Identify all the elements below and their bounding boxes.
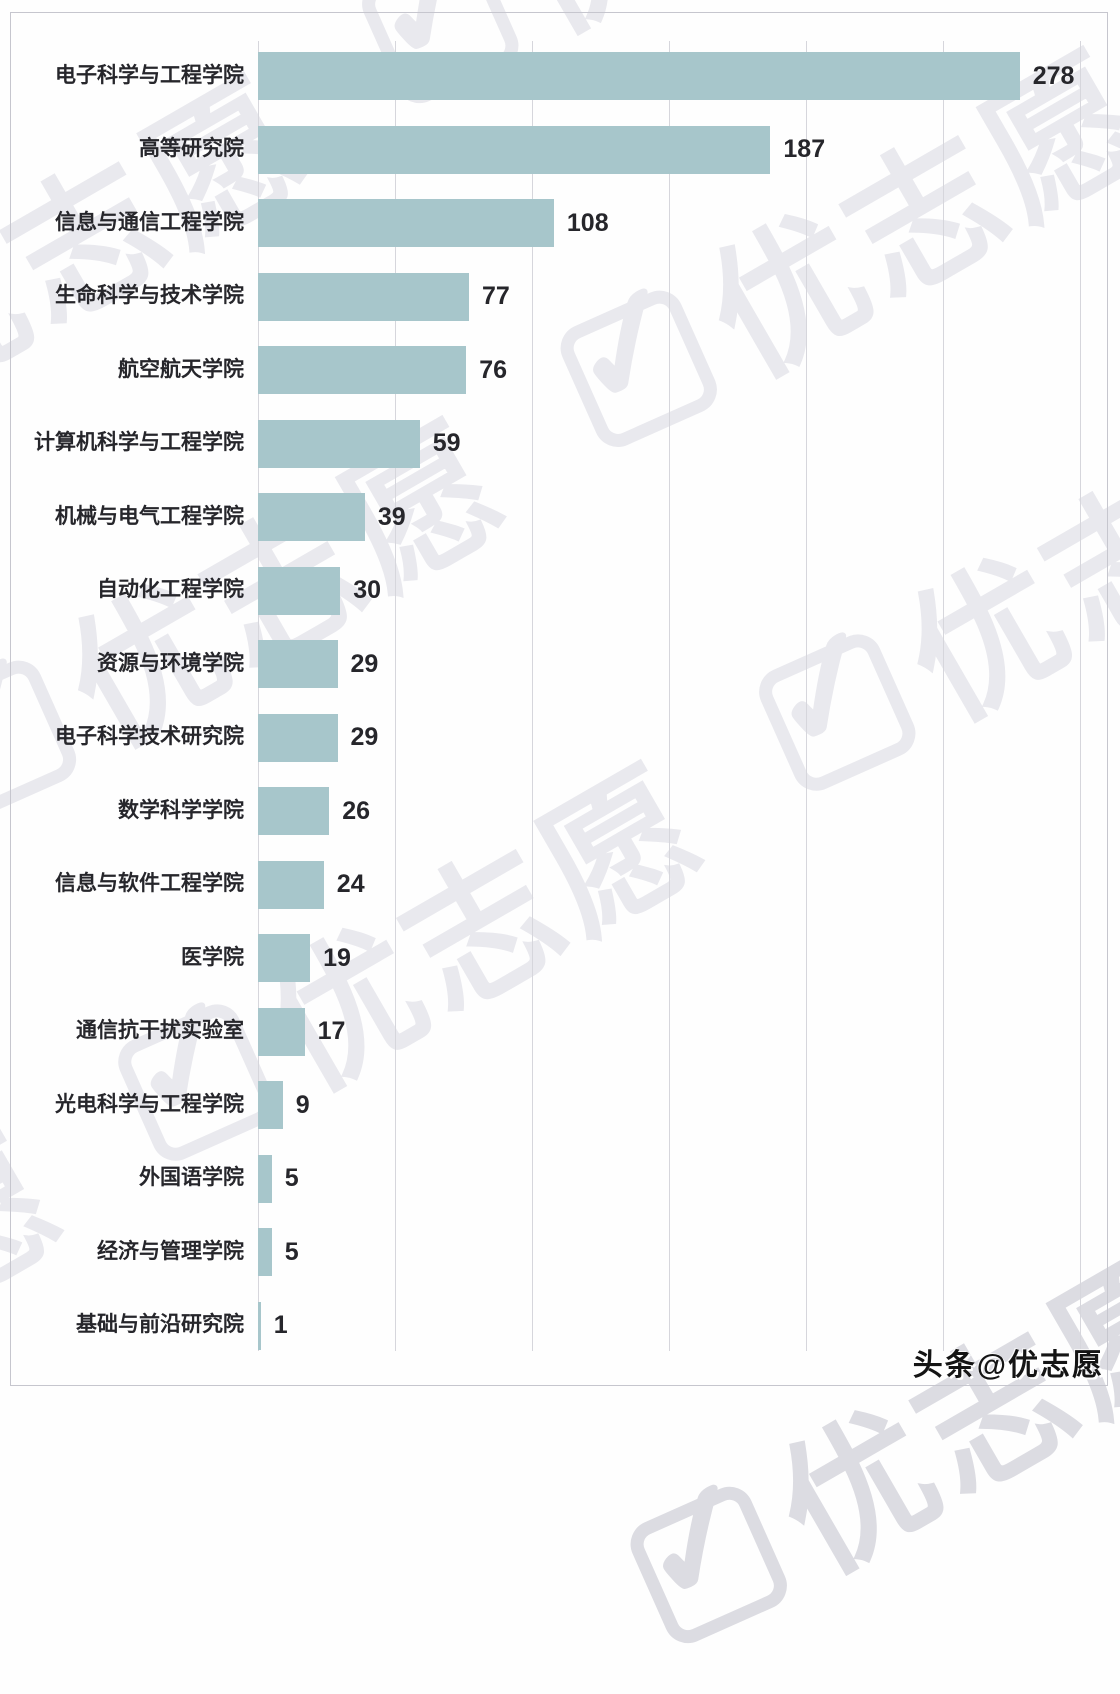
bar-row: 航空航天学院 76 [11, 346, 1107, 394]
bar-row: 通信抗干扰实验室 17 [11, 1007, 1107, 1056]
category-label: 通信抗干扰实验室 [76, 1019, 244, 1043]
bar [258, 1007, 305, 1056]
gridline [943, 41, 944, 1351]
gridline [258, 41, 259, 1351]
bar [258, 199, 554, 247]
watermark-credit: 头条@优志愿 [912, 1349, 1104, 1382]
value-label: 17 [317, 1017, 346, 1045]
bar [258, 1228, 272, 1276]
category-label: 高等研究院 [139, 137, 244, 161]
value-label: 19 [323, 943, 351, 972]
category-label: 光电科学与工程学院 [55, 1092, 244, 1116]
bar-row: 医学院 19 [11, 934, 1107, 982]
bar-row: 生命科学与技术学院 77 [11, 272, 1107, 321]
gridline [1080, 41, 1081, 1351]
bar-row: 机械与电气工程学院 39 [11, 493, 1107, 541]
category-label: 基础与前沿研究院 [76, 1313, 244, 1337]
gridline [395, 41, 396, 1351]
bar [258, 493, 365, 541]
bar-row: 经济与管理学院 5 [11, 1228, 1107, 1276]
check-icon: ✓ [605, 1437, 789, 1642]
bar-row: 自动化工程学院 30 [11, 566, 1107, 615]
category-label: 信息与通信工程学院 [55, 210, 244, 234]
value-label: 76 [479, 355, 507, 384]
bar-row: 计算机科学与工程学院 59 [11, 419, 1107, 468]
category-label: 计算机科学与工程学院 [34, 431, 244, 455]
value-label: 59 [432, 429, 461, 457]
bar [258, 640, 338, 688]
bar-row: 信息与通信工程学院 108 [11, 199, 1107, 247]
category-label: 机械与电气工程学院 [55, 504, 244, 528]
gridline [669, 41, 670, 1351]
value-label: 26 [342, 796, 370, 825]
category-label: 自动化工程学院 [97, 578, 244, 602]
value-label: 5 [284, 1164, 299, 1192]
value-label: 77 [482, 282, 510, 310]
bar-row: 基础与前沿研究院 1 [11, 1301, 1107, 1350]
category-label: 电子科学与工程学院 [55, 63, 244, 87]
value-label: 39 [377, 502, 406, 531]
bar-row: 电子科学技术研究院 29 [11, 713, 1107, 762]
gridline [806, 41, 807, 1351]
value-label: 278 [1032, 61, 1075, 90]
bar [258, 1301, 261, 1350]
bar-row: 资源与环境学院 29 [11, 640, 1107, 688]
bar [258, 346, 467, 394]
value-label: 5 [284, 1237, 299, 1266]
category-label: 外国语学院 [139, 1166, 244, 1190]
bar [258, 566, 341, 615]
category-label: 航空航天学院 [118, 357, 244, 381]
category-label: 数学科学学院 [118, 798, 244, 822]
value-label: 24 [336, 870, 365, 898]
value-label: 30 [353, 576, 381, 604]
category-label: 生命科学与技术学院 [55, 284, 244, 308]
value-label: 29 [350, 723, 379, 751]
value-label: 187 [783, 135, 826, 163]
bar [258, 934, 311, 982]
chart-frame: 电子科学与工程学院 278 高等研究院 187 信息与通信工程学院 108 生命科学与技术学… [10, 12, 1108, 1386]
value-label: 29 [350, 649, 379, 678]
bar [258, 419, 420, 468]
bar [258, 272, 469, 321]
category-label: 资源与环境学院 [97, 651, 244, 675]
bar [258, 52, 1020, 100]
value-label: 1 [273, 1311, 288, 1339]
bar-row: 电子科学与工程学院 278 [11, 52, 1107, 100]
bar-row: 数学科学学院 26 [11, 787, 1107, 835]
value-label: 108 [566, 208, 609, 237]
category-label: 电子科学技术研究院 [55, 725, 244, 749]
bar [258, 1154, 272, 1203]
bar-row: 光电科学与工程学院 9 [11, 1081, 1107, 1129]
category-label: 医学院 [181, 945, 244, 969]
bar-row: 外国语学院 5 [11, 1154, 1107, 1203]
value-label: 9 [295, 1090, 310, 1119]
watermark-check-logo-icon: ✓ [606, 1437, 795, 1651]
bar-row: 信息与软件工程学院 24 [11, 860, 1107, 909]
bar [258, 1081, 283, 1129]
bar [258, 125, 771, 174]
bar [258, 713, 338, 762]
bar-row: 高等研究院 187 [11, 125, 1107, 174]
category-label: 信息与软件工程学院 [55, 872, 244, 896]
category-label: 经济与管理学院 [97, 1239, 244, 1263]
gridline [532, 41, 533, 1351]
bar [258, 787, 330, 835]
bar [258, 860, 324, 909]
